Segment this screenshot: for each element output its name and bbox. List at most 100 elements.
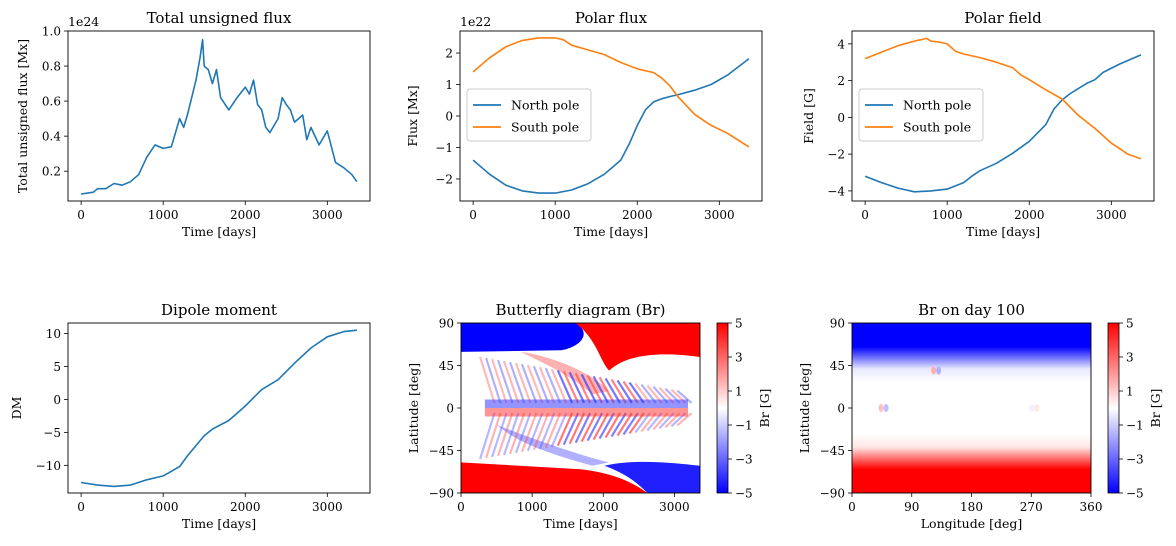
dipole-xtick-label: 2000 [230, 500, 261, 514]
butterfly-streak-south [532, 412, 550, 451]
flux-xlabel: Time [days] [182, 224, 256, 239]
butterfly-streak-south [485, 412, 502, 459]
butterfly-streak-north [568, 371, 586, 404]
flux-offset-label: 1e24 [68, 14, 99, 29]
brday-ytick-label: −45 [820, 444, 845, 458]
polarflux-xtick-label: 1000 [540, 208, 571, 222]
brday-colorbar-ticklabel: −1 [1126, 419, 1144, 433]
butterfly-xlabel: Time [days] [543, 516, 617, 531]
polarfield-legend-box [858, 88, 984, 142]
polarflux-ytick-label: −2 [435, 172, 453, 186]
polarfield-xtick-label: 0 [861, 208, 869, 222]
polarfield-axes-frame [851, 30, 1155, 202]
butterfly-ylabel: Latitude [deg] [406, 363, 421, 453]
polarfield-ytick-label: 4 [837, 37, 845, 51]
polarflux-ylabel: Flux [Mx] [405, 85, 420, 146]
dipole-series-0 [80, 329, 357, 488]
brday-colorbar-ticklabel: 3 [1126, 351, 1134, 365]
butterfly-xtick-label: 3000 [659, 500, 690, 514]
butterfly-streak-south [556, 412, 574, 447]
dipole-xlabel: Time [days] [182, 516, 256, 531]
butterfly-streak-north [562, 370, 580, 404]
butterfly-streak-south [676, 412, 693, 427]
flux-title: Total unsigned flux [147, 9, 292, 27]
flux-xtick-label: 0 [77, 208, 85, 222]
butterfly-streak-north [592, 375, 609, 404]
butterfly-chart: 0 1000 2000 3000 −90 −45 0 45 90 Butterfly diagra… [406, 301, 772, 531]
butterfly-streak-north [508, 361, 526, 404]
butterfly-ytick-label: −45 [429, 444, 454, 458]
polarflux-legend: North pole South pole [466, 88, 592, 142]
polarfield-legend-label: North pole [903, 98, 971, 113]
polarflux-series-0 [472, 58, 750, 194]
butterfly-streak-north [610, 378, 627, 404]
butterfly-streak-north [491, 358, 508, 404]
brday-ylabel: Latitude [deg] [797, 363, 812, 453]
butterfly-colorbar-label: Br [G] [757, 389, 772, 428]
butterfly-colorbar: −5 −3 −1 1 3 5 Br [G] [716, 317, 772, 501]
brday-chart: 0 90 180 270 360 −90 −45 0 45 90 Br on day 100 Long… [797, 301, 1163, 531]
flux-ytick-label: 0.6 [42, 95, 61, 109]
butterfly-streak-south [514, 412, 532, 454]
butterfly-streak-south [622, 412, 639, 436]
butterfly-colorbar-ticklabel: 3 [735, 351, 743, 365]
brday-xtick-label: 270 [1020, 500, 1043, 514]
brday-title: Br on day 100 [918, 301, 1025, 319]
butterfly-streak-south [502, 412, 520, 456]
brday-xtick-label: 180 [960, 500, 983, 514]
polarfield-chart: 0 1000 2000 3000 −4 −2 0 2 4 Polar field Time [day… [801, 9, 1155, 239]
polarfield-xtick-label: 2000 [1014, 208, 1045, 222]
butterfly-title: Butterfly diagram (Br) [496, 301, 666, 319]
flux-ylabel: Total unsigned flux [Mx] [15, 39, 30, 193]
butterfly-streak-south [610, 412, 627, 438]
polarflux-legend-box [466, 88, 592, 142]
butterfly-equator-band-s [484, 408, 689, 417]
polarflux-series-1 [472, 37, 750, 148]
dipole-title: Dipole moment [161, 301, 277, 319]
polarfield-ylabel: Field [G] [801, 88, 816, 144]
butterfly-ytick-label: −90 [429, 487, 454, 501]
polarflux-xtick-label: 0 [469, 208, 477, 222]
dipole-xtick-label: 0 [77, 500, 85, 514]
butterfly-streak-north [598, 376, 615, 404]
polarfield-legend: North pole South pole [858, 88, 984, 142]
butterfly-ytick-label: 0 [446, 402, 454, 416]
dipole-xtick-label: 3000 [312, 500, 343, 514]
butterfly-streak-north [676, 389, 693, 404]
flux-xtick-label: 1000 [148, 208, 179, 222]
butterfly-colorbar-scale [716, 322, 729, 494]
brday-colorbar-ticklabel: 1 [1126, 385, 1134, 399]
brday-colorbar: −5 −3 −1 1 3 5 Br [G] [1107, 317, 1163, 501]
brday-spot-pos [931, 366, 937, 375]
polarfield-ytick-label: 2 [837, 74, 845, 88]
flux-series-0 [80, 39, 358, 195]
brday-spot-pos [1029, 404, 1035, 412]
polarflux-ytick-label: 0 [445, 110, 453, 124]
polarfield-xtick-label: 3000 [1096, 208, 1127, 222]
butterfly-ytick-label: 45 [439, 359, 454, 373]
butterfly-streak-north [514, 362, 532, 404]
butterfly-streak-south [526, 412, 544, 452]
polarflux-xtick-label: 3000 [704, 208, 735, 222]
dipole-ytick-label: −10 [36, 459, 61, 473]
brday-ytick-label: 90 [830, 317, 845, 331]
polarfield-legend-label: South pole [903, 120, 971, 135]
butterfly-colorbar-ticklabel: −5 [735, 487, 753, 501]
polarflux-ytick-label: 1 [445, 78, 453, 92]
butterfly-streak-south [520, 412, 538, 453]
dipole-ytick-label: −5 [43, 426, 61, 440]
butterfly-ytick-label: 90 [439, 317, 454, 331]
brday-colorbar-ticklabel: −5 [1126, 487, 1144, 501]
flux-ytick-label: 0.2 [42, 165, 61, 179]
butterfly-south-red [461, 462, 648, 493]
flux-axes-frame [67, 30, 371, 202]
butterfly-streak-south [616, 412, 633, 437]
butterfly-streak-south [574, 412, 592, 444]
butterfly-colorbar-ticklabel: 5 [735, 317, 743, 331]
butterfly-streak-north [526, 364, 544, 404]
polarflux-ytick-label: 2 [445, 47, 453, 61]
dipole-ylabel: DM [9, 396, 24, 419]
flux-ytick-label: 0.8 [42, 60, 61, 74]
butterfly-field-map [461, 323, 700, 493]
brday-xtick-label: 90 [904, 500, 919, 514]
